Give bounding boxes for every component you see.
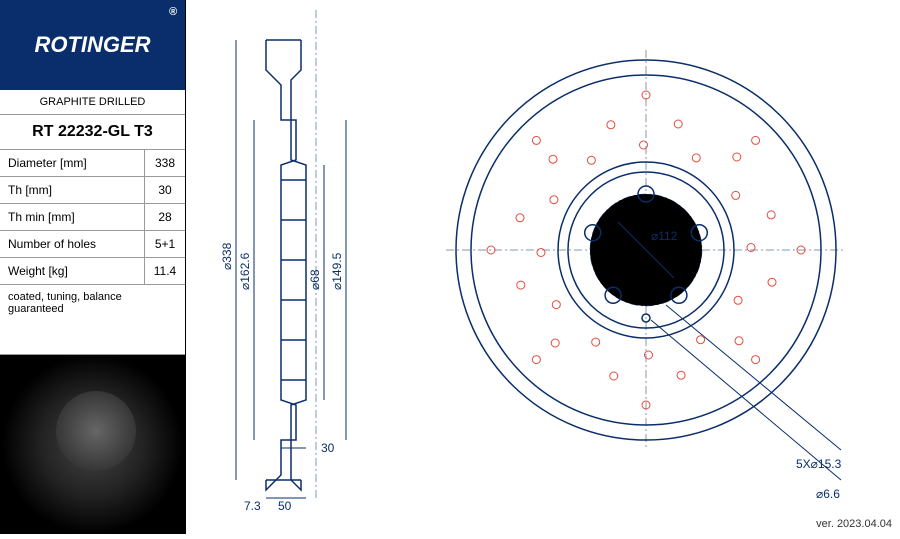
spec-value: 5+1	[145, 231, 185, 257]
drill-hole	[607, 121, 615, 129]
drill-hole	[610, 372, 618, 380]
spec-row: Number of holes 5+1	[0, 231, 185, 258]
version-label: ver. 2023.04.04	[816, 518, 892, 530]
drill-hole	[752, 136, 760, 144]
spec-row: Diameter [mm] 338	[0, 150, 185, 177]
spec-value: 11.4	[145, 258, 185, 284]
spec-value: 28	[145, 204, 185, 230]
spec-value: 30	[145, 177, 185, 203]
drill-hole	[549, 155, 557, 163]
spec-value: 338	[145, 150, 185, 176]
dim-w50: 50	[278, 499, 292, 513]
drill-hole	[734, 296, 742, 304]
drill-hole	[732, 191, 740, 199]
drill-hole	[532, 136, 540, 144]
dim-d338: ⌀338	[220, 242, 234, 270]
footer-note: coated, tuning, balance guaranteed	[0, 285, 185, 321]
disc-photo	[0, 354, 185, 534]
drill-hole	[517, 281, 525, 289]
spec-label: Th min [mm]	[0, 204, 145, 230]
spec-label: Th [mm]	[0, 177, 145, 203]
drill-hole	[552, 301, 560, 309]
drill-hole	[674, 120, 682, 128]
drill-hole	[592, 338, 600, 346]
drill-hole	[587, 156, 595, 164]
drill-hole	[677, 371, 685, 379]
spec-row: Weight [kg] 11.4	[0, 258, 185, 285]
technical-drawing: ⌀338 ⌀162.6 ⌀68 ⌀149.5 30 50 7.3	[186, 0, 900, 534]
drill-hole	[516, 214, 524, 222]
spec-row: Th [mm] 30	[0, 177, 185, 204]
spec-label: Weight [kg]	[0, 258, 145, 284]
drill-hole	[532, 356, 540, 364]
drill-hole	[551, 339, 559, 347]
spec-panel: ROTINGER ® GRAPHITE DRILLED RT 22232-GL …	[0, 0, 186, 534]
dim-d149: ⌀149.5	[330, 252, 344, 290]
drill-hole	[752, 356, 760, 364]
spec-label: Number of holes	[0, 231, 145, 257]
dim-d68: ⌀68	[308, 269, 322, 290]
drill-hole	[645, 351, 653, 359]
drill-hole	[747, 244, 755, 252]
drill-hole	[697, 336, 705, 344]
brand-logo: ROTINGER ®	[0, 0, 185, 90]
dim-d112: ⌀112	[651, 229, 678, 243]
drill-hole	[692, 154, 700, 162]
spec-label: Diameter [mm]	[0, 150, 145, 176]
dim-w30: 30	[321, 441, 335, 455]
drill-hole	[640, 141, 648, 149]
drill-hole	[768, 278, 776, 286]
dim-d162: ⌀162.6	[238, 252, 252, 290]
drill-hole	[733, 153, 741, 161]
drill-hole	[550, 196, 558, 204]
dim-w73: 7.3	[244, 499, 261, 513]
registered-mark: ®	[169, 6, 177, 18]
drill-hole	[537, 249, 545, 257]
pin-hole: ⌀6.6	[816, 487, 840, 501]
drill-hole	[735, 337, 743, 345]
spec-row: Th min [mm] 28	[0, 204, 185, 231]
brand-name: ROTINGER	[34, 32, 150, 58]
drill-hole	[767, 211, 775, 219]
bolt-pattern: 5X⌀15.3	[796, 457, 842, 471]
spec-header: GRAPHITE DRILLED	[0, 90, 185, 115]
part-number: RT 22232-GL T3	[0, 115, 185, 150]
